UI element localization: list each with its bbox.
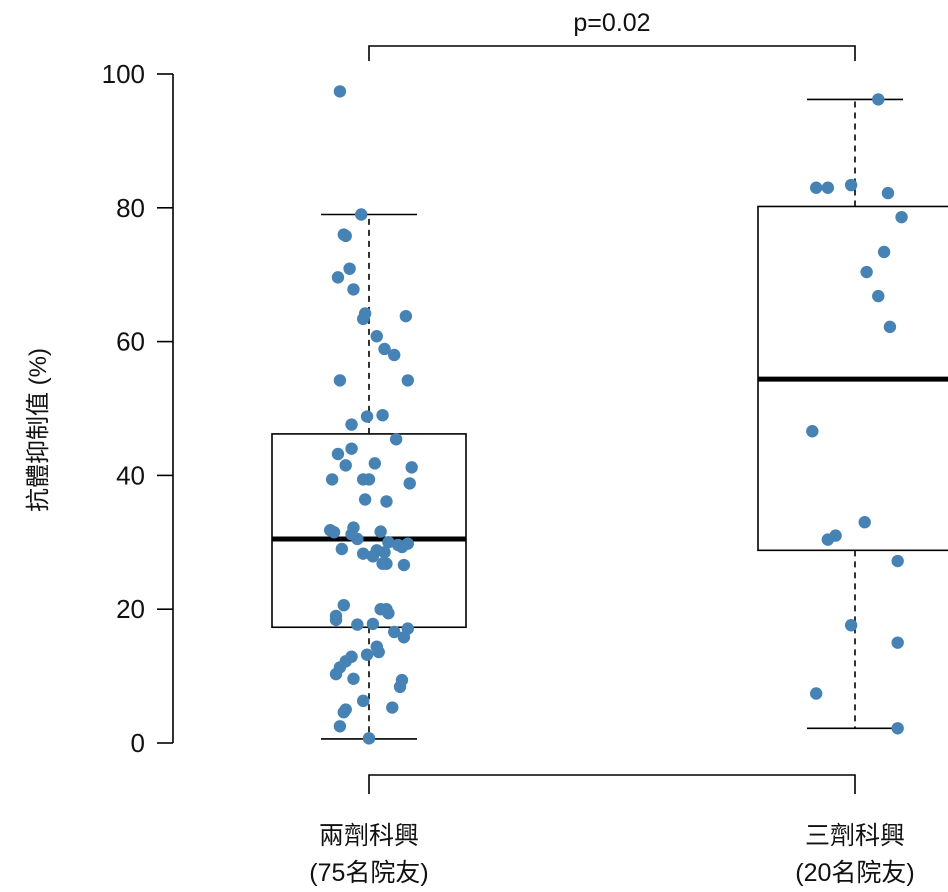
- data-point: [403, 477, 416, 490]
- y-tick-label: 40: [116, 460, 145, 490]
- data-point: [883, 320, 897, 334]
- data-point: [337, 706, 350, 719]
- data-point: [881, 186, 895, 200]
- data-point: [374, 603, 387, 616]
- data-point: [405, 461, 418, 474]
- y-tick-label: 100: [102, 59, 145, 89]
- data-point: [345, 442, 358, 455]
- group-label-line1: 兩劑科興: [319, 822, 419, 850]
- data-point: [810, 687, 823, 700]
- group-label-line1: 三劑科興: [805, 822, 905, 850]
- group-1: [271, 85, 467, 745]
- data-point: [380, 495, 393, 508]
- y-axis: 0 20 40 60 80 100: [102, 59, 174, 758]
- data-point: [339, 229, 352, 243]
- data-point: [370, 330, 383, 343]
- group-2: [757, 93, 948, 735]
- box-groups: [271, 85, 948, 745]
- data-point: [821, 533, 835, 546]
- data-point: [378, 342, 391, 356]
- data-point: [329, 667, 343, 681]
- x-axis-labels: 兩劑科興 (75名院友) 三劑科興 (20名院友): [309, 822, 914, 887]
- data-point: [891, 636, 904, 649]
- data-point: [397, 631, 411, 644]
- data-point: [333, 85, 347, 98]
- data-point: [351, 532, 364, 546]
- p-value-label: p=0.02: [573, 9, 650, 37]
- data-point: [337, 598, 350, 612]
- data-point: [806, 425, 819, 438]
- data-point: [372, 645, 385, 659]
- data-point: [356, 312, 370, 326]
- data-point: [395, 540, 409, 554]
- data-point: [810, 181, 823, 194]
- data-point: [844, 619, 858, 632]
- significance-bracket-top: p=0.02: [368, 9, 856, 61]
- y-tick-label: 20: [116, 594, 145, 624]
- data-point: [345, 418, 358, 431]
- y-tick-label: 0: [131, 728, 145, 758]
- data-point: [397, 558, 411, 572]
- data-point: [343, 262, 356, 275]
- data-point: [325, 473, 339, 486]
- data-point: [356, 694, 370, 708]
- data-point: [891, 722, 904, 735]
- bottom-bracket-line: [368, 774, 856, 794]
- data-point: [401, 374, 414, 387]
- data-point: [331, 447, 345, 461]
- data-point: [358, 493, 372, 506]
- data-point: [376, 557, 389, 570]
- data-point: [351, 618, 364, 631]
- data-point: [374, 525, 387, 538]
- data-point: [895, 210, 908, 224]
- data-point: [335, 542, 349, 556]
- data-point: [355, 208, 368, 221]
- group-label-line2: (20名院友): [795, 859, 914, 887]
- data-point: [333, 720, 347, 733]
- data-point: [393, 680, 407, 694]
- data-point: [877, 245, 891, 259]
- data-point: [356, 547, 370, 560]
- data-point: [382, 536, 395, 549]
- y-axis-label: 抗體抑制值 (%): [25, 348, 52, 512]
- data-point: [360, 410, 374, 423]
- y-tick-label: 60: [116, 327, 145, 357]
- data-point: [378, 546, 391, 559]
- data-point: [844, 178, 858, 192]
- data-point: [360, 648, 374, 661]
- data-point: [389, 433, 403, 446]
- data-point: [331, 271, 345, 284]
- data-point: [329, 613, 343, 627]
- data-point: [376, 408, 389, 422]
- data-point: [858, 516, 871, 529]
- data-point: [872, 93, 885, 106]
- data-point: [872, 289, 885, 303]
- group-bracket-bottom: [368, 774, 856, 794]
- data-point: [860, 265, 873, 279]
- data-point: [333, 374, 347, 387]
- data-point: [891, 554, 904, 568]
- data-point: [366, 550, 380, 563]
- data-point: [339, 459, 352, 472]
- data-point: [368, 457, 382, 470]
- data-point: [388, 625, 401, 639]
- data-point: [386, 701, 399, 714]
- data-point: [327, 526, 341, 539]
- data-point: [362, 732, 376, 745]
- group-label-line2: (75名院友): [309, 859, 428, 887]
- y-tick-label: 80: [116, 193, 145, 223]
- data-point: [362, 473, 376, 486]
- data-point: [821, 181, 835, 194]
- data-point: [347, 283, 360, 296]
- data-point: [366, 617, 380, 631]
- top-bracket-line: [368, 45, 856, 61]
- data-point: [388, 348, 401, 362]
- data-point: [347, 672, 360, 685]
- data-point: [399, 309, 413, 323]
